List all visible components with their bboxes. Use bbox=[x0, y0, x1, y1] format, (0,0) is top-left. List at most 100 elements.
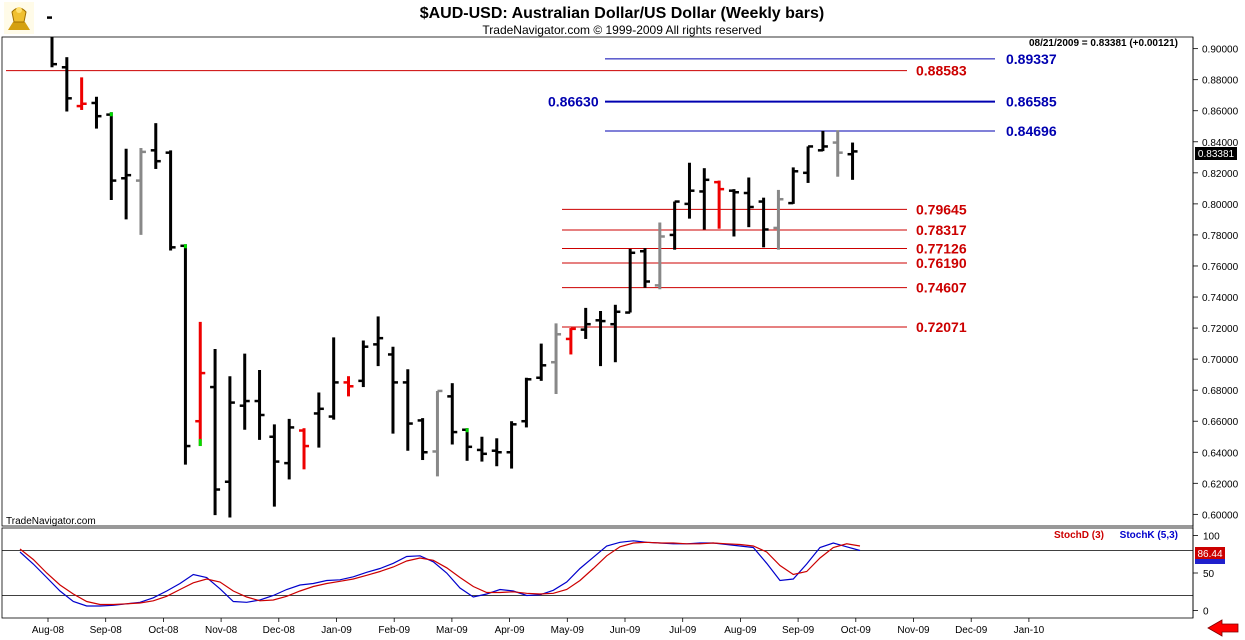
date-tick-label: Nov-09 bbox=[897, 625, 930, 636]
level-label: 0.72071 bbox=[916, 319, 967, 335]
ohlc-bar bbox=[195, 321, 206, 447]
ohlc-bar bbox=[728, 189, 739, 237]
date-tick-label: Jul-09 bbox=[669, 625, 697, 636]
ohlc-bar bbox=[773, 189, 784, 250]
stochd-line bbox=[19, 541, 861, 606]
date-tick-label: Aug-08 bbox=[32, 625, 65, 636]
ohlc-bar bbox=[121, 148, 132, 220]
date-tick-label: Oct-09 bbox=[841, 625, 871, 636]
ohlc-bar bbox=[817, 130, 828, 152]
level-label: 0.77126 bbox=[916, 240, 967, 256]
date-tick-label: Jan-10 bbox=[1014, 625, 1045, 636]
price-tick-label: 0.88000 bbox=[1202, 76, 1239, 87]
ohlc-bar bbox=[387, 346, 398, 434]
date-tick-label: Apr-09 bbox=[495, 625, 525, 636]
ohlc-bar bbox=[150, 123, 161, 169]
ohlc-bar bbox=[76, 77, 87, 110]
price-tick-label: 0.90000 bbox=[1202, 45, 1239, 56]
last-price-label: 0.83381 bbox=[1198, 149, 1235, 160]
ohlc-bar bbox=[476, 436, 487, 462]
ohlc-bar bbox=[299, 428, 310, 470]
ohlc-bar bbox=[803, 145, 814, 183]
price-bars bbox=[47, 16, 858, 518]
price-axis[interactable]: 0.60000 0.62000 0.64000 0.66000 0.68000 0.700… bbox=[1193, 45, 1239, 522]
price-tick-label: 0.78000 bbox=[1202, 231, 1239, 242]
stoch-tick-label: 100 bbox=[1203, 532, 1220, 543]
date-tick-label: Dec-09 bbox=[955, 625, 988, 636]
price-tick-label: 0.72000 bbox=[1202, 324, 1239, 335]
ohlc-bar bbox=[565, 327, 576, 355]
stochk-legend: StochK (5,3) bbox=[1120, 530, 1178, 541]
ohlc-bar bbox=[788, 167, 799, 205]
date-tick-label: Jan-09 bbox=[321, 625, 352, 636]
stoch-tick-label: 0 bbox=[1203, 607, 1209, 618]
date-tick-label: Aug-09 bbox=[724, 625, 757, 636]
stochd-legend: StochD (3) bbox=[1054, 530, 1104, 541]
date-axis[interactable]: Aug-08 Sep-08 Oct-08 Nov-08 Dec-08 Jan-09 Feb-… bbox=[32, 618, 1045, 636]
stoch-panel[interactable] bbox=[1, 527, 1194, 619]
ohlc-bar bbox=[61, 57, 72, 112]
stochd-value: 86.44 bbox=[1197, 549, 1222, 560]
ohlc-bar bbox=[210, 349, 221, 516]
ohlc-bar bbox=[106, 112, 117, 200]
ohlc-bar bbox=[343, 376, 354, 397]
level-label: 0.84696 bbox=[1006, 123, 1057, 139]
ohlc-bar bbox=[521, 377, 532, 428]
stochastic-indicator: 100 50 0 bbox=[2, 532, 1220, 618]
level-label: 0.78317 bbox=[916, 222, 967, 238]
readout: 08/21/2009 = 0.83381 (+0.00121) bbox=[1029, 38, 1178, 49]
ohlc-bar bbox=[847, 142, 858, 180]
ohlc-bar bbox=[135, 147, 146, 235]
level-label: 0.76190 bbox=[916, 255, 967, 271]
ohlc-bar bbox=[239, 353, 250, 430]
price-tick-label: 0.74000 bbox=[1202, 293, 1239, 304]
ohlc-bar bbox=[610, 304, 621, 363]
price-tick-label: 0.62000 bbox=[1202, 479, 1239, 490]
price-tick-label: 0.66000 bbox=[1202, 417, 1239, 428]
ohlc-bar bbox=[684, 162, 695, 219]
price-panel[interactable] bbox=[1, 36, 1194, 527]
ohlc-bar bbox=[180, 244, 191, 465]
ohlc-bar bbox=[595, 310, 606, 367]
chart-title: $AUD-USD: Australian Dollar/US Dollar (W… bbox=[420, 5, 825, 22]
last-price-tag: 0.83381 bbox=[1195, 147, 1237, 160]
ohlc-bar bbox=[91, 96, 102, 129]
date-tick-label: Oct-08 bbox=[148, 625, 178, 636]
date-tick-label: Sep-09 bbox=[782, 625, 815, 636]
level-label: 0.79645 bbox=[916, 201, 967, 217]
date-tick-label: Jun-09 bbox=[610, 625, 641, 636]
ohlc-bar bbox=[714, 180, 725, 229]
scroll-right-arrow-icon[interactable] bbox=[1207, 619, 1239, 637]
level-label: 0.88583 bbox=[916, 63, 967, 79]
price-tick-label: 0.64000 bbox=[1202, 448, 1239, 459]
ohlc-bar bbox=[654, 222, 665, 290]
ohlc-bar bbox=[402, 369, 413, 451]
date-tick-label: Mar-09 bbox=[436, 625, 468, 636]
price-tick-label: 0.76000 bbox=[1202, 262, 1239, 273]
ohlc-bar bbox=[669, 200, 680, 250]
ohlc-bar bbox=[506, 421, 517, 469]
ohlc-bar bbox=[462, 428, 473, 461]
price-tick-label: 0.70000 bbox=[1202, 355, 1239, 366]
ohlc-bar bbox=[447, 383, 458, 445]
price-tick-label: 0.82000 bbox=[1202, 169, 1239, 180]
ohlc-bar bbox=[432, 389, 443, 477]
ohlc-bar bbox=[358, 340, 369, 388]
ohlc-bar bbox=[491, 438, 502, 467]
price-tick-label: 0.80000 bbox=[1202, 200, 1239, 211]
ohlc-bar bbox=[284, 418, 295, 480]
ohlc-bar bbox=[743, 177, 754, 228]
ohlc-bar bbox=[417, 418, 428, 461]
level-label: 0.86585 bbox=[1006, 94, 1057, 110]
date-tick-label: Sep-08 bbox=[90, 625, 123, 636]
date-tick-label: Nov-08 bbox=[205, 625, 238, 636]
price-tick-label: 0.86000 bbox=[1202, 107, 1239, 118]
ohlc-bar bbox=[313, 392, 324, 448]
ohlc-bar bbox=[224, 376, 235, 518]
trade-navigator-logo-icon[interactable] bbox=[4, 2, 34, 34]
ohlc-bar bbox=[373, 316, 384, 367]
ohlc-bar bbox=[699, 168, 710, 230]
date-tick-label: Dec-08 bbox=[263, 625, 296, 636]
date-tick-label: Feb-09 bbox=[378, 625, 410, 636]
chart-subtitle: TradeNavigator.com © 1999-2009 All right… bbox=[482, 23, 761, 37]
